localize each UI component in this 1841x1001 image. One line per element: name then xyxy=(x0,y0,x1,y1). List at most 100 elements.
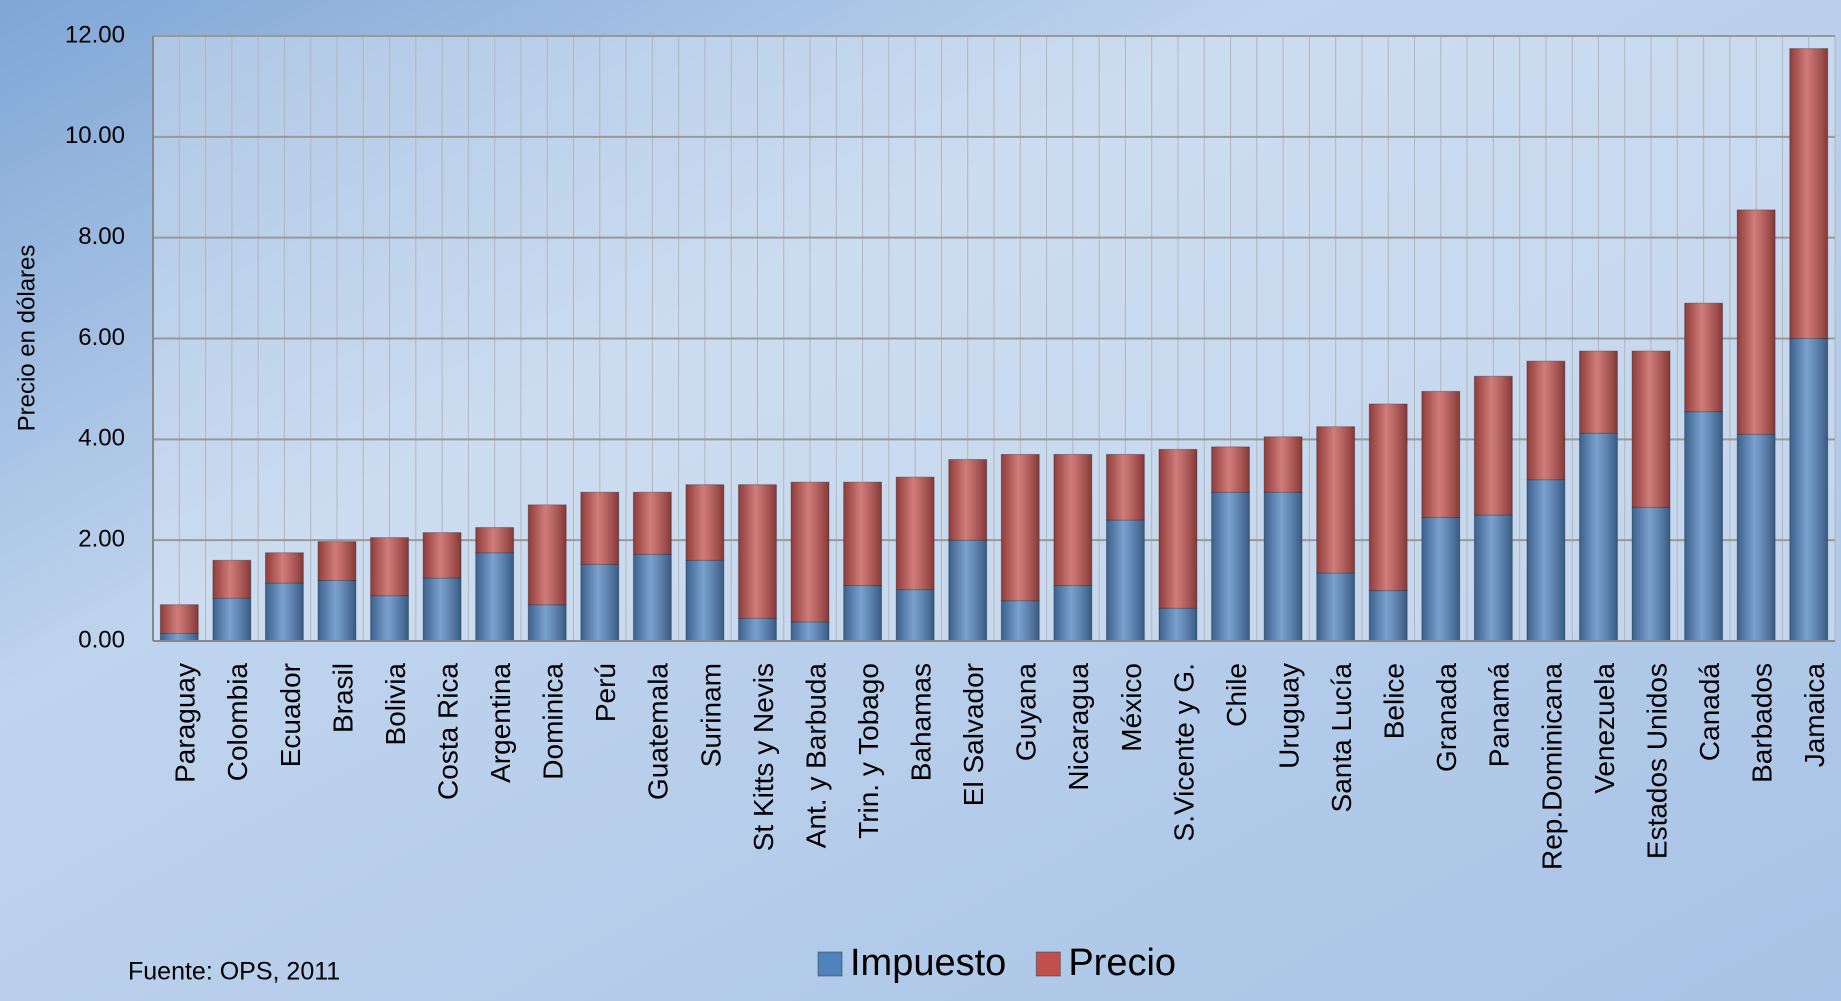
x-tick-label: Uruguay xyxy=(1273,663,1304,769)
bar-shine xyxy=(580,492,619,565)
x-tick-label: Nicaragua xyxy=(1063,663,1094,791)
bar-shine xyxy=(1421,517,1460,641)
x-tick-label: Paraguay xyxy=(170,663,201,783)
bar-shine xyxy=(633,492,672,555)
bar-shine xyxy=(1737,209,1776,435)
bar-shine xyxy=(1474,376,1513,515)
bar-shine xyxy=(370,537,409,596)
x-tick-label: Venezuela xyxy=(1589,663,1620,794)
bar-shine xyxy=(738,618,777,641)
bar-shine xyxy=(791,621,829,641)
bar-shine xyxy=(1211,492,1250,641)
bar-shine xyxy=(1159,449,1197,609)
y-tick-label: 2.00 xyxy=(78,526,125,553)
bar-shine xyxy=(1264,436,1303,493)
bar-shine xyxy=(212,598,251,641)
bar-shine xyxy=(948,459,987,541)
x-tick-label: Ecuador xyxy=(275,663,306,767)
bar-shine xyxy=(1211,446,1250,493)
bar-shine xyxy=(1264,492,1303,641)
bar-shine xyxy=(1632,507,1670,641)
bar-shine xyxy=(423,532,462,578)
bar-shine xyxy=(896,589,935,641)
bar-shine xyxy=(1737,434,1776,641)
bar-shine xyxy=(843,585,882,641)
bar-shine xyxy=(1369,404,1408,591)
x-tick-label: Perú xyxy=(590,663,621,722)
x-tick-label: Costa Rica xyxy=(432,663,463,800)
bar-shine xyxy=(370,595,409,641)
bar-shine xyxy=(475,552,514,641)
x-tick-label: Guatemala xyxy=(643,663,674,800)
bar-shine xyxy=(843,482,882,586)
bar-shine xyxy=(1053,585,1092,641)
bar-shine xyxy=(318,541,356,581)
y-tick-label: 8.00 xyxy=(78,223,125,250)
bar-shine xyxy=(1789,338,1828,641)
bar-shine xyxy=(265,583,304,641)
bar-shine xyxy=(160,604,199,634)
x-tick-label: Bolivia xyxy=(380,663,411,746)
x-tick-label: Canadá xyxy=(1694,663,1725,762)
legend-label: Impuesto xyxy=(850,942,1006,984)
x-tick-label: Chile xyxy=(1221,663,1252,727)
y-tick-label: 0.00 xyxy=(78,626,125,653)
bar-shine xyxy=(1053,454,1092,586)
x-tick-label: Argentina xyxy=(485,663,516,783)
bar-shine xyxy=(1632,351,1670,508)
bar-shine xyxy=(1106,520,1145,641)
bar-shine xyxy=(212,560,251,599)
bar-shine xyxy=(1001,600,1040,641)
x-tick-label: El Salvador xyxy=(958,663,989,806)
x-tick-label: Guyana xyxy=(1011,663,1042,761)
bar-shine xyxy=(1526,361,1565,480)
bar-shine xyxy=(1316,426,1355,573)
x-tick-label: Santa Lucía xyxy=(1326,663,1357,813)
bar-shine xyxy=(265,552,304,584)
bar-shine xyxy=(685,560,724,641)
bar-shine xyxy=(685,484,724,561)
y-tick-label: 10.00 xyxy=(65,122,125,149)
x-tick-label: Bahamas xyxy=(906,663,937,781)
bar-shine xyxy=(1421,391,1460,518)
x-tick-label: Dominica xyxy=(538,663,569,780)
x-tick-label: Belice xyxy=(1379,663,1410,739)
x-tick-label: Estados Unidos xyxy=(1641,663,1672,859)
source-note: Fuente: OPS, 2011 xyxy=(128,958,340,986)
y-axis-label: Precio en dólares xyxy=(13,245,40,432)
bar-shine xyxy=(1789,48,1828,339)
bar-shine xyxy=(791,482,829,622)
legend: Impuesto Precio xyxy=(817,942,1176,984)
bar-shine xyxy=(896,477,935,590)
x-tick-label: Ant. y Barbuda xyxy=(800,663,831,849)
x-tick-label: Trin. y Tobago xyxy=(853,663,884,839)
bar-shine xyxy=(1106,454,1145,520)
x-tick-label: Brasil xyxy=(327,663,358,733)
bar-shine xyxy=(1001,454,1040,601)
bar-shine xyxy=(1684,411,1723,641)
y-tick-label: 6.00 xyxy=(78,324,125,351)
bar-shine xyxy=(1474,514,1513,641)
y-tick-label: 4.00 xyxy=(78,425,125,452)
bar-shine xyxy=(1369,590,1408,641)
bar-shine xyxy=(318,580,356,641)
x-tick-label: Surinam xyxy=(695,663,726,767)
legend-swatch xyxy=(817,951,843,977)
y-tick-label: 12.00 xyxy=(65,21,125,48)
bar-shine xyxy=(580,564,619,641)
bar-shine xyxy=(1579,351,1618,434)
bar-shine xyxy=(738,484,777,619)
x-tick-label: Granada xyxy=(1431,663,1462,772)
x-tick-label: Panamá xyxy=(1484,663,1515,768)
bar-shine xyxy=(160,633,199,641)
x-tick-label: Jamaica xyxy=(1799,663,1830,768)
bar-shine xyxy=(948,540,987,641)
x-tick-label: St Kitts y Nevis xyxy=(748,663,779,851)
legend-swatch xyxy=(1035,951,1061,977)
x-tick-label: Rep.Dominicana xyxy=(1536,663,1567,870)
x-tick-label: Barbados xyxy=(1747,663,1778,783)
bar-shine xyxy=(1159,608,1197,641)
legend-label: Precio xyxy=(1068,942,1176,984)
